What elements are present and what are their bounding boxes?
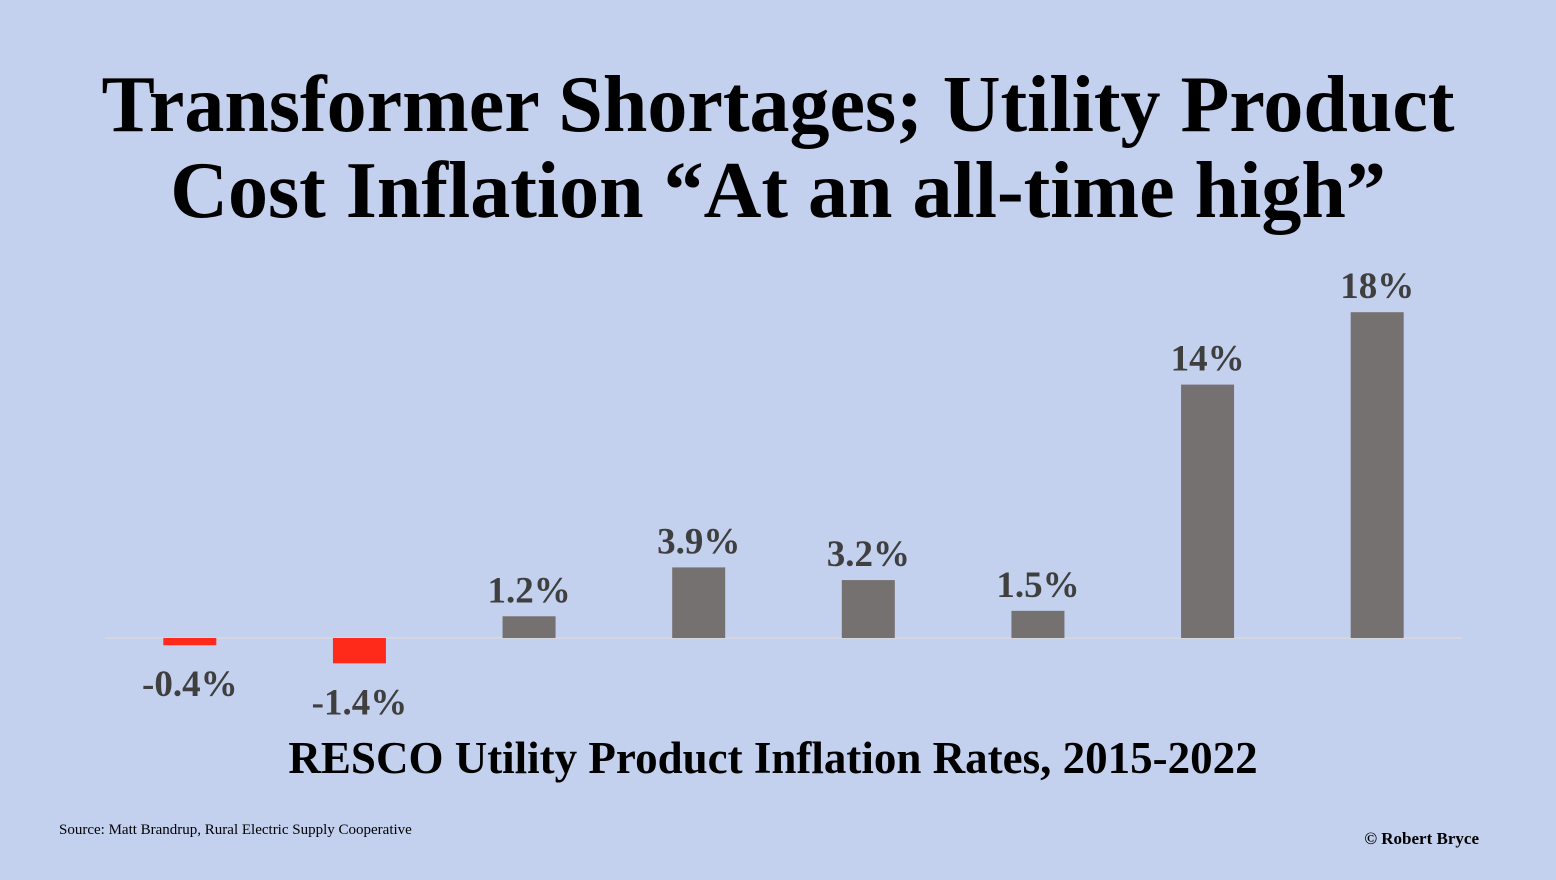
data-label-2018: 3.9% [657, 521, 740, 562]
title-line-2: Cost Inflation “At an all-time high” [170, 147, 1386, 235]
bar-2017 [502, 616, 556, 638]
bar-2020 [1011, 610, 1065, 638]
data-label-2020: 1.5% [996, 565, 1079, 606]
data-label-2017: 1.2% [487, 570, 570, 611]
title-line-1: Transformer Shortages; Utility Product [101, 61, 1455, 149]
bar-2021 [1181, 384, 1235, 638]
data-label-2021: 14% [1171, 339, 1245, 380]
bar-2022 [1350, 312, 1404, 638]
chart-subtitle: RESCO Utility Product Inflation Rates, 2… [288, 733, 1258, 783]
bar-2019 [841, 580, 895, 638]
bar-2016 [332, 638, 386, 664]
data-label-2015: -0.4% [142, 664, 238, 705]
bar-2018 [672, 567, 726, 638]
chart-title: Transformer Shortages; Utility Product C… [0, 62, 1556, 234]
copyright-note: © Robert Bryce [1364, 829, 1479, 848]
data-label-2016: -1.4% [312, 682, 408, 723]
data-label-2019: 3.2% [827, 534, 910, 575]
data-label-2022: 18% [1340, 266, 1414, 307]
source-note: Source: Matt Brandrup, Rural Electric Su… [59, 822, 412, 838]
bar-2015 [163, 638, 217, 646]
